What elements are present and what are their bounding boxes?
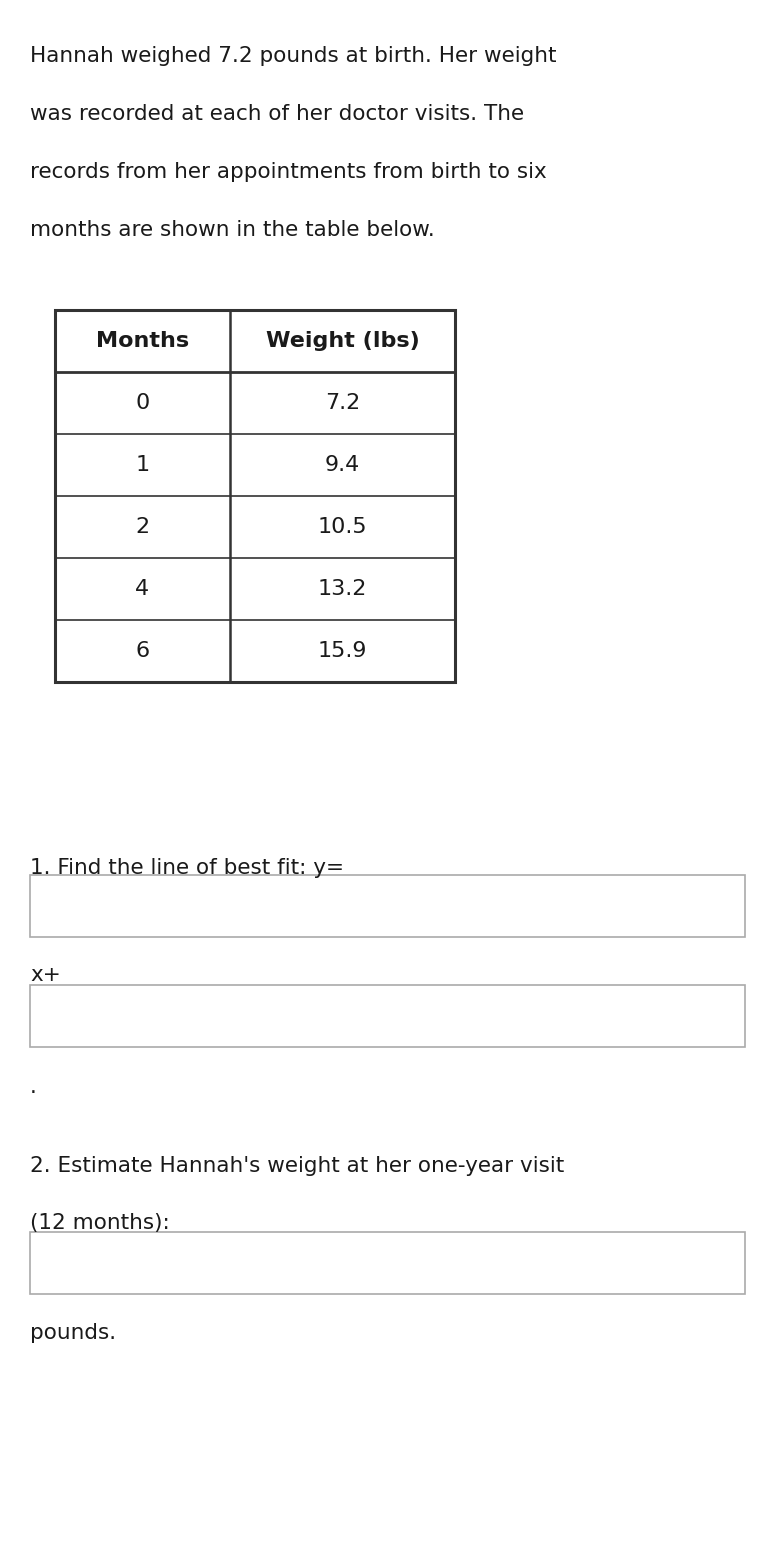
Text: 2. Estimate Hannah's weight at her one-year visit: 2. Estimate Hannah's weight at her one-y… — [30, 1156, 564, 1176]
Text: Hannah weighed 7.2 pounds at birth. Her weight: Hannah weighed 7.2 pounds at birth. Her … — [30, 46, 556, 67]
Bar — [55, 310, 455, 682]
Text: Months: Months — [96, 332, 189, 350]
Bar — [30, 876, 745, 938]
Text: x+: x+ — [30, 966, 60, 984]
Bar — [30, 1232, 745, 1294]
Text: 10.5: 10.5 — [318, 518, 367, 536]
Text: 1: 1 — [136, 456, 150, 474]
Text: 9.4: 9.4 — [325, 456, 360, 474]
Text: 7.2: 7.2 — [325, 394, 360, 412]
Text: 0: 0 — [136, 394, 150, 412]
Text: 15.9: 15.9 — [318, 642, 367, 660]
Text: 4: 4 — [136, 580, 150, 598]
Bar — [30, 984, 745, 1046]
Text: 6: 6 — [136, 642, 150, 660]
Text: 13.2: 13.2 — [318, 580, 367, 598]
Text: (12 months):: (12 months): — [30, 1214, 170, 1232]
Text: was recorded at each of her doctor visits. The: was recorded at each of her doctor visit… — [30, 104, 524, 124]
Text: Weight (lbs): Weight (lbs) — [266, 332, 419, 350]
Text: 1. Find the line of best fit: y=: 1. Find the line of best fit: y= — [30, 859, 344, 877]
Text: records from her appointments from birth to six: records from her appointments from birth… — [30, 163, 546, 181]
Text: months are shown in the table below.: months are shown in the table below. — [30, 220, 435, 240]
Text: .: . — [30, 1077, 37, 1097]
Text: pounds.: pounds. — [30, 1324, 116, 1342]
Text: 2: 2 — [136, 518, 150, 536]
